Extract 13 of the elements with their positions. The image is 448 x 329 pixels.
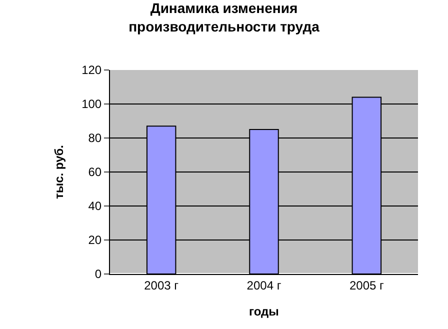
y-tick-label: 80 — [88, 131, 102, 146]
y-tick-label: 40 — [88, 199, 102, 214]
y-tick-label: 0 — [94, 267, 102, 282]
chart-title: Динамика изменения производительности труда — [128, 0, 320, 34]
x-axis-title: годы — [249, 304, 279, 318]
y-tick-label: 120 — [82, 63, 102, 78]
y-tick-label: 20 — [88, 233, 102, 248]
y-axis-title: тыс. руб. — [52, 144, 66, 200]
x-tick-label: 2003 г — [144, 278, 180, 292]
y-tick-label: 60 — [88, 165, 102, 180]
x-tick-label: 2004 г — [246, 278, 282, 292]
x-tick-label: 2005 г — [349, 278, 384, 292]
y-tick-label: 100 — [82, 97, 102, 112]
